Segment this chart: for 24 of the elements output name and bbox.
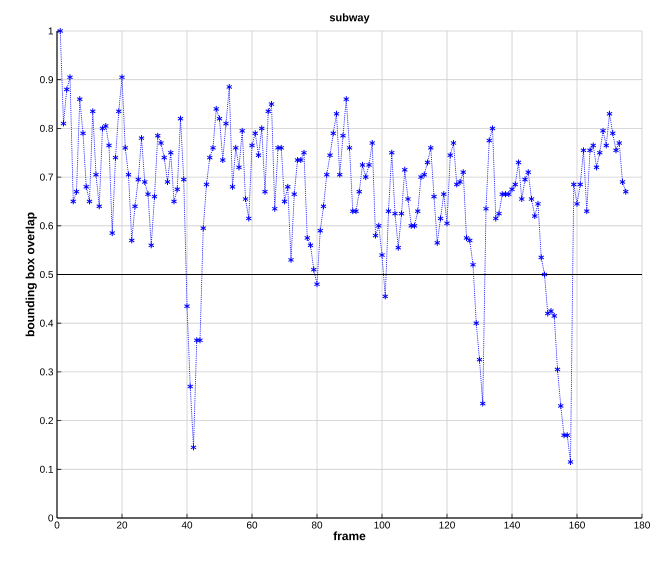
y-tick-label: 0.5 (40, 270, 54, 278)
y-tick-label: 0.8 (40, 124, 54, 132)
x-tick-label: 0 (54, 522, 60, 529)
y-tick-label: 0.1 (40, 466, 53, 473)
y-tick-label: 0 (48, 514, 54, 522)
x-tick-label: 160 (569, 522, 585, 529)
x-tick-label: 140 (504, 522, 520, 529)
x-tick-label: 20 (116, 522, 128, 529)
y-tick-label: 0.3 (40, 368, 54, 376)
x-tick-label: 100 (374, 522, 390, 529)
y-tick-label: 0.9 (40, 76, 54, 84)
x-tick-label: 180 (634, 522, 650, 529)
y-tick-label: 0.6 (40, 222, 54, 230)
chart-title: subway (330, 13, 370, 24)
x-axis-title: frame (333, 531, 366, 540)
x-tick-label: 120 (439, 522, 455, 529)
x-tick-label: 40 (182, 522, 192, 529)
y-tick-label: 0.2 (40, 417, 53, 424)
y-tick-label: 0.4 (40, 320, 54, 327)
y-tick-label: 1 (48, 28, 53, 34)
y-axis-title: bounding box overlap (26, 212, 37, 336)
x-tick-label: 80 (312, 522, 322, 529)
y-tick-label: 0.7 (40, 174, 53, 181)
x-tick-label: 60 (246, 522, 258, 529)
